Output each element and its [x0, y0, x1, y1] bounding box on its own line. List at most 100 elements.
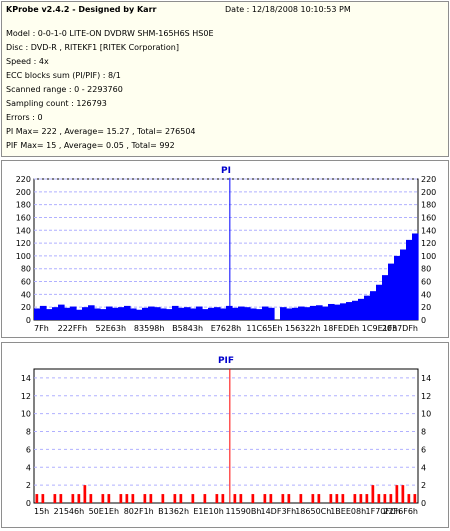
data-bar [76, 309, 83, 320]
x-tick-label: 14DF3Fh [261, 507, 297, 516]
data-bar [125, 494, 129, 503]
data-bar [178, 307, 185, 320]
x-tick-label: 18FEDEh [323, 324, 359, 333]
x-tick-label: 18650Ch [295, 507, 331, 516]
data-bar [292, 307, 299, 320]
data-bar [238, 306, 245, 320]
x-tick-label: 11590Bh [225, 507, 261, 516]
y-tick-label-right: 14 [421, 374, 431, 383]
data-bar [34, 308, 41, 320]
data-bar [77, 494, 81, 503]
data-bar [329, 494, 333, 503]
data-bar [82, 307, 89, 320]
y-tick-label-right: 100 [421, 252, 436, 261]
x-tick-label: 52E63h [96, 324, 126, 333]
data-bar [371, 485, 375, 503]
data-bar [394, 255, 401, 320]
y-tick-label-left: 60 [21, 278, 31, 287]
y-tick-label-right: 40 [421, 290, 431, 299]
data-bar [154, 307, 161, 320]
y-tick-label-right: 160 [421, 213, 436, 222]
data-bar [298, 306, 305, 320]
data-bar [364, 295, 371, 320]
data-bar [358, 298, 365, 320]
data-bar [70, 306, 77, 320]
x-tick-label: 1C9E1Fh [362, 324, 398, 333]
data-bar [359, 494, 363, 503]
x-tick-label: 1F70FCh [366, 507, 401, 516]
y-tick-label-left: 2 [26, 481, 31, 490]
pif-chart-panel: PIF 0 0 2 2 4 4 6 6 8 8 10 10 12 12 14 14 15h 21546h 50E1Eh… [1, 342, 449, 528]
data-bar [233, 494, 237, 503]
y-tick-label-left: 160 [16, 213, 31, 222]
y-tick-label-right: 0 [421, 499, 426, 508]
y-tick-label-right: 2 [421, 481, 426, 490]
data-bar [352, 300, 359, 320]
data-bar [388, 263, 395, 320]
data-bar [310, 305, 317, 320]
data-bar [382, 275, 389, 320]
data-bar [263, 494, 267, 503]
y-tick-label-right: 20 [421, 303, 431, 312]
data-bar [377, 494, 381, 503]
x-tick-label: 83598h [134, 324, 165, 333]
data-bar [269, 494, 273, 503]
data-bar [142, 307, 149, 320]
data-bar [413, 494, 417, 503]
data-bar [221, 494, 225, 503]
chart-title: PI [221, 166, 231, 176]
data-bar [389, 494, 393, 503]
data-bar [316, 305, 323, 320]
data-bar [239, 494, 243, 503]
data-bar [299, 494, 303, 503]
x-tick-label: E7628h [211, 324, 241, 333]
data-bar [232, 307, 239, 320]
data-bar [286, 308, 293, 320]
x-tick-label: 15h [34, 507, 49, 516]
data-bar [131, 494, 135, 503]
x-tick-label: 7Fh [34, 324, 49, 333]
data-bar [136, 309, 143, 320]
data-bar [215, 494, 219, 503]
y-tick-label-right: 4 [421, 463, 426, 472]
data-bar [226, 305, 233, 320]
data-bar [406, 239, 413, 320]
data-bar [83, 485, 87, 503]
data-bar [400, 249, 407, 320]
pi-summary-line: PI Max= 222 , Average= 15.27 , Total= 27… [6, 127, 196, 136]
data-bar [88, 305, 95, 320]
y-tick-label-left: 12 [21, 392, 31, 401]
pif-summary-line: PIF Max= 15 , Average= 0.05 , Total= 992 [6, 141, 175, 150]
data-bar [166, 309, 173, 320]
y-tick-label-left: 10 [21, 410, 31, 419]
y-tick-label-left: 14 [21, 374, 31, 383]
data-bar [35, 494, 39, 503]
pi-chart-panel: PI 0 0 20 20 40 40 60 60 80 80 100 100 120 120 140 140 16… [1, 160, 449, 338]
data-bar [317, 494, 321, 503]
data-bar [220, 308, 227, 320]
data-bar [244, 307, 251, 320]
data-bar [341, 494, 345, 503]
data-bar [172, 305, 179, 320]
y-tick-label-right: 200 [421, 188, 436, 197]
x-tick-label: B5843h [172, 324, 203, 333]
y-tick-label-left: 100 [16, 252, 31, 261]
data-bar [184, 307, 191, 320]
data-bar [107, 494, 111, 503]
ecc-line: ECC blocks sum (PI/PIF) : 8/1 [6, 71, 121, 80]
x-tick-label: 802F1h [124, 507, 154, 516]
data-bar [196, 306, 203, 320]
data-bar [208, 307, 215, 320]
data-bar [251, 494, 255, 503]
y-tick-label-right: 220 [421, 175, 436, 184]
data-bar [143, 494, 147, 503]
sampling-count-line: Sampling count : 126793 [6, 99, 107, 108]
x-tick-label: 156322h [285, 324, 321, 333]
disc-line: Disc : DVD-R , RITEKF1 [RITEK Corporatio… [6, 43, 179, 52]
y-tick-label-right: 80 [421, 265, 431, 274]
y-tick-label-left: 0 [26, 499, 31, 508]
speed-line: Speed : 4x [6, 57, 49, 66]
data-bar [112, 307, 119, 320]
y-tick-label-left: 200 [16, 188, 31, 197]
